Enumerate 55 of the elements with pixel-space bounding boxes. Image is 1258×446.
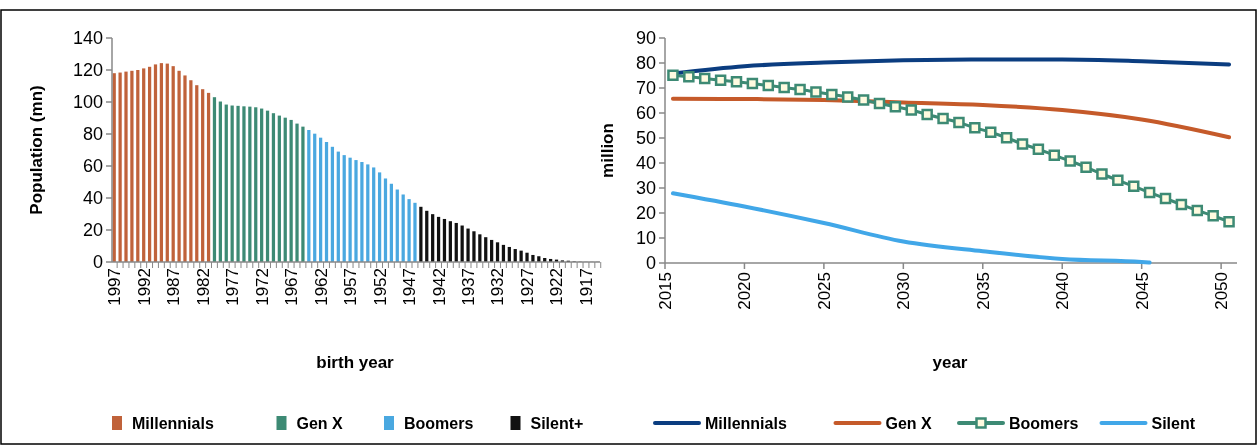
y-tick-label: 30 bbox=[635, 178, 656, 199]
legend-label: Silent+ bbox=[530, 414, 584, 432]
y-axis-title: Population (mn) bbox=[27, 85, 46, 215]
y-tick-label: 10 bbox=[635, 228, 656, 249]
y-tick-label: 90 bbox=[635, 28, 656, 49]
y-axis-title: million bbox=[598, 123, 617, 178]
x-tick-label: 2040 bbox=[1053, 272, 1073, 310]
x-tick-label: 1947 bbox=[400, 268, 420, 306]
x-tick-label: 1922 bbox=[547, 268, 567, 306]
y-tick-label: 100 bbox=[72, 92, 103, 113]
x-tick-label: 2020 bbox=[735, 272, 755, 310]
x-tick-label: 2050 bbox=[1212, 272, 1232, 310]
y-tick-label: 70 bbox=[635, 78, 656, 99]
x-tick-label: 1932 bbox=[488, 268, 508, 306]
y-tick-label: 50 bbox=[635, 128, 656, 149]
x-tick-label: 2030 bbox=[894, 272, 914, 310]
x-tick-label: 1937 bbox=[459, 268, 478, 306]
x-tick-label: 2035 bbox=[973, 272, 993, 310]
y-tick-label: 0 bbox=[645, 253, 656, 274]
y-tick-label: 60 bbox=[82, 156, 103, 177]
y-tick-label: 80 bbox=[635, 53, 656, 74]
x-tick-label: 1952 bbox=[370, 268, 390, 306]
x-axis-title: birth year bbox=[316, 353, 395, 372]
y-tick-label: 80 bbox=[82, 124, 103, 145]
x-tick-label: 1962 bbox=[311, 268, 331, 306]
x-tick-label: 1927 bbox=[517, 268, 537, 306]
legend-label: Boomers bbox=[1009, 414, 1079, 432]
x-tick-label: 2045 bbox=[1132, 272, 1152, 310]
x-tick-label: 1957 bbox=[341, 268, 361, 306]
x-tick-label: 2015 bbox=[655, 272, 675, 310]
x-tick-label: 1977 bbox=[223, 268, 243, 306]
legend-label: Gen X bbox=[885, 414, 933, 432]
legend-label: Gen X bbox=[296, 414, 344, 432]
x-axis-title: year bbox=[932, 353, 968, 372]
x-tick-label: 1967 bbox=[282, 268, 302, 306]
x-tick-label: 1942 bbox=[429, 268, 449, 306]
x-tick-label: 1997 bbox=[105, 268, 125, 306]
y-tick-label: 0 bbox=[92, 252, 103, 273]
y-tick-label: 20 bbox=[82, 220, 103, 241]
y-tick-label: 40 bbox=[635, 153, 656, 174]
x-tick-label: 1992 bbox=[134, 268, 154, 306]
x-tick-label: 1987 bbox=[164, 268, 184, 306]
y-tick-label: 60 bbox=[635, 103, 656, 124]
legend-label: Millennials bbox=[132, 414, 214, 432]
legend-label: Millennials bbox=[705, 414, 787, 432]
x-tick-label: 1917 bbox=[576, 268, 596, 306]
y-tick-label: 140 bbox=[72, 28, 103, 49]
legend-label: Silent bbox=[1151, 414, 1196, 432]
x-tick-label: 1972 bbox=[252, 268, 272, 306]
y-tick-label: 40 bbox=[82, 188, 103, 209]
y-tick-label: 120 bbox=[72, 60, 103, 81]
x-tick-label: 1982 bbox=[193, 268, 213, 306]
x-tick-label: 2025 bbox=[814, 272, 834, 310]
legend-label: Boomers bbox=[404, 414, 474, 432]
y-tick-label: 20 bbox=[635, 203, 656, 224]
